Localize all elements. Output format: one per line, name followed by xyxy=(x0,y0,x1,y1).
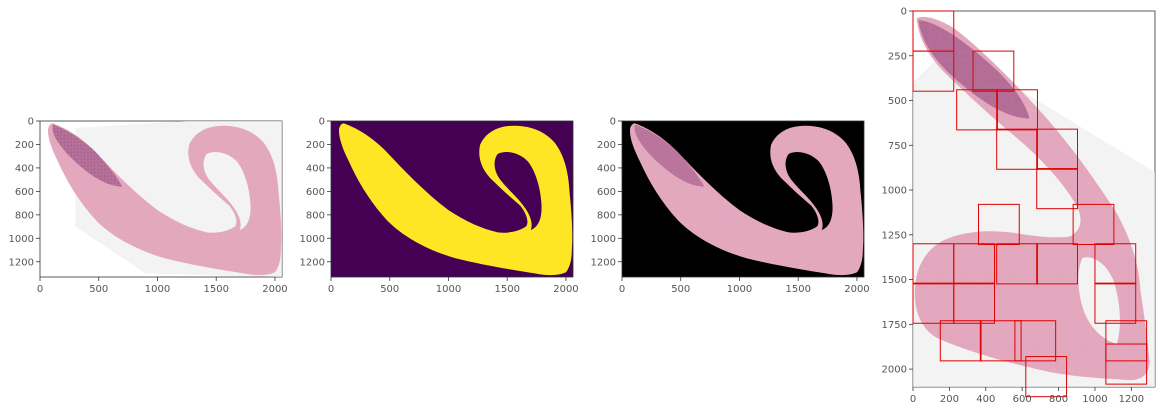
x-tick-label: 600 xyxy=(1013,394,1032,405)
y-tick-label: 1000 xyxy=(591,234,616,245)
tile-outline xyxy=(1025,356,1068,398)
y-tick-label: 1200 xyxy=(591,257,616,268)
tile-outline xyxy=(1036,168,1078,210)
dense-tissue-region xyxy=(634,124,705,187)
x-tick-label: 1500 xyxy=(785,284,810,295)
y-tick-label: 1500 xyxy=(882,275,907,286)
y-tick-label: 400 xyxy=(306,163,325,174)
x-tick-label: 2000 xyxy=(553,284,578,295)
axes-masked-tissue: 0 500 1000 1500 2000 0 200 400 600 800 1000 1200 xyxy=(591,117,870,296)
panel-tiles xyxy=(912,10,1156,398)
y-tick-label: 1250 xyxy=(882,230,907,241)
x-tick-label: 500 xyxy=(380,284,399,295)
tile-outline xyxy=(939,320,982,362)
y-tick-label: 800 xyxy=(597,210,616,221)
y-tick-label: 200 xyxy=(306,140,325,151)
y-tick-label: 200 xyxy=(15,140,34,151)
y-tick-label: 1200 xyxy=(300,257,325,268)
axes-tiles: 0 200 400 600 800 1000 1200 0 250 500 750 1000 1250 1… xyxy=(882,7,1145,406)
y-tick-label: 250 xyxy=(888,51,907,62)
axes-mask: 0 500 1000 1500 2000 0 200 400 600 800 1000 1200 xyxy=(300,117,579,296)
y-tick-label: 600 xyxy=(306,187,325,198)
y-tick-label: 1200 xyxy=(9,257,34,268)
x-tick-label: 2000 xyxy=(262,284,287,295)
y-tick-label: 2000 xyxy=(882,365,907,376)
x-tick-label: 0 xyxy=(910,394,916,405)
tile-outline xyxy=(953,243,996,285)
tile-outline xyxy=(972,50,1015,92)
y-tick-label: 200 xyxy=(597,140,616,151)
tile-outline xyxy=(1105,320,1148,362)
panel-mask xyxy=(330,120,574,278)
tile-outline xyxy=(953,282,996,324)
tile-outline xyxy=(1094,282,1137,324)
tile-outline xyxy=(1094,243,1137,285)
tile-grid xyxy=(912,10,1148,398)
x-tick-label: 1500 xyxy=(203,284,228,295)
y-tick-label: 0 xyxy=(28,117,34,128)
x-tick-label: 1500 xyxy=(494,284,519,295)
x-tick-label: 200 xyxy=(940,394,959,405)
y-tick-label: 800 xyxy=(306,210,325,221)
x-tick-label: 500 xyxy=(671,284,690,295)
y-tick-label: 0 xyxy=(319,117,325,128)
y-tick-label: 1000 xyxy=(882,186,907,197)
y-tick-label: 1750 xyxy=(882,320,907,331)
tile-outline xyxy=(1105,343,1148,385)
tile-outline xyxy=(996,89,1038,131)
x-tick-label: 0 xyxy=(619,284,625,295)
x-tick-label: 1000 xyxy=(436,284,461,295)
x-tick-label: 1200 xyxy=(1119,394,1144,405)
tile-outline xyxy=(1014,320,1057,362)
y-tick-label: 400 xyxy=(597,163,616,174)
tile-outline xyxy=(1072,203,1115,245)
x-tick-label: 1000 xyxy=(727,284,752,295)
x-tick-label: 2000 xyxy=(844,284,869,295)
y-tick-label: 800 xyxy=(15,210,34,221)
panel-tissue xyxy=(39,120,283,278)
y-tick-label: 500 xyxy=(888,96,907,107)
tile-outline xyxy=(1036,128,1078,170)
x-tick-label: 1000 xyxy=(1082,394,1107,405)
tile-outline xyxy=(956,89,998,131)
x-tick-label: 0 xyxy=(328,284,334,295)
x-tick-label: 500 xyxy=(89,284,108,295)
y-tick-label: 1000 xyxy=(300,234,325,245)
tile-outline xyxy=(978,203,1020,245)
y-tick-label: 400 xyxy=(15,163,34,174)
axes-tissue: 0 500 1000 1500 2000 0 200 400 600 800 1000 1200 xyxy=(9,117,288,296)
panel-masked-tissue xyxy=(621,120,865,278)
tile-outline xyxy=(996,243,1038,285)
tile-outline xyxy=(979,320,1022,362)
tile-outline xyxy=(1036,243,1078,285)
x-tick-label: 800 xyxy=(1049,394,1068,405)
y-tick-label: 600 xyxy=(597,187,616,198)
x-tick-label: 0 xyxy=(37,284,43,295)
y-tick-label: 1000 xyxy=(9,234,34,245)
y-tick-label: 0 xyxy=(610,117,616,128)
y-tick-label: 750 xyxy=(888,141,907,152)
y-tick-label: 0 xyxy=(901,7,907,18)
tile-outline xyxy=(996,128,1038,170)
x-tick-label: 1000 xyxy=(145,284,170,295)
tile-outline xyxy=(912,50,955,92)
x-tick-label: 400 xyxy=(976,394,995,405)
y-tick-label: 600 xyxy=(15,187,34,198)
